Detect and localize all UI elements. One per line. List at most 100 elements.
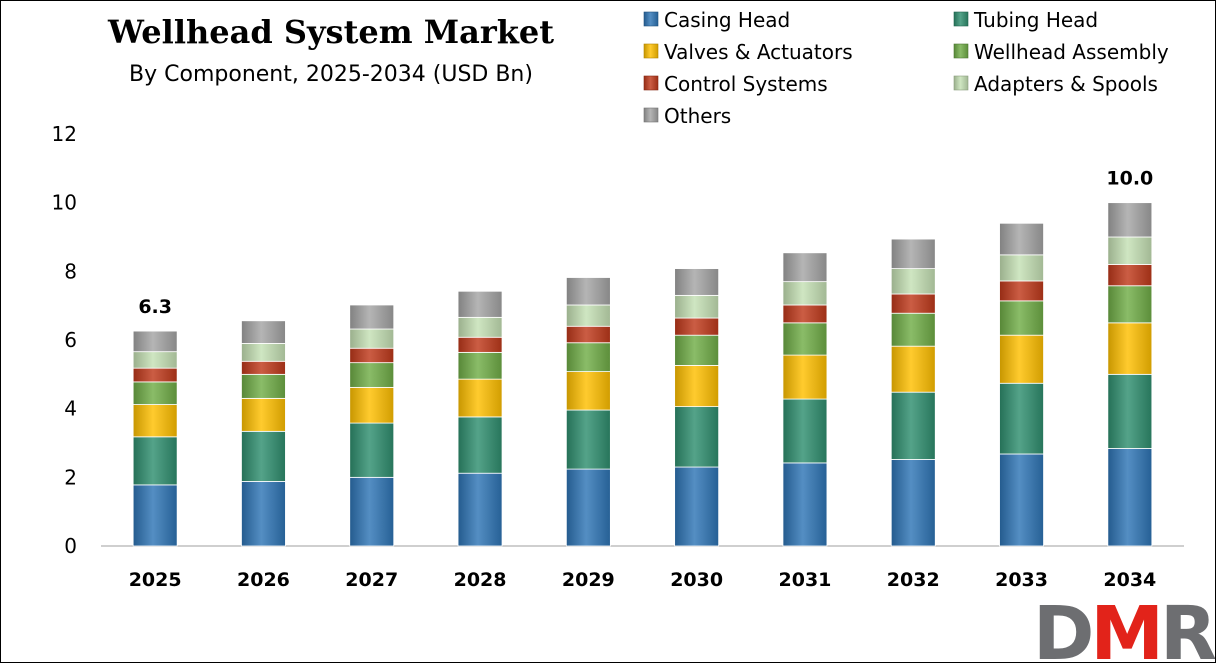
x-category-label: 2031 (779, 569, 832, 591)
y-tick-label: 12 (52, 122, 77, 146)
chart-subtitle: By Component, 2025-2034 (USD Bn) (129, 62, 533, 87)
bar-segment (782, 462, 828, 547)
bar-segment (999, 280, 1044, 302)
legend-label: Adapters & Spools (974, 72, 1158, 96)
y-tick-label: 4 (64, 397, 77, 421)
bar-segment (565, 277, 611, 306)
x-category-label: 2027 (345, 569, 398, 591)
y-tick-label: 0 (64, 534, 77, 558)
bar-segment (890, 391, 936, 460)
bar-segment (241, 430, 286, 482)
bar-segment (132, 330, 178, 353)
dmr-logo: DMR (1033, 591, 1215, 662)
bar-segment (349, 362, 395, 388)
bar-segment (999, 222, 1044, 256)
bar-segment (890, 238, 936, 269)
bar-segment (782, 281, 828, 306)
legend-swatch (953, 11, 969, 27)
legend-swatch (643, 75, 659, 91)
bar-segment (132, 484, 178, 547)
bar-segment (241, 343, 286, 362)
bar-segment (1107, 322, 1153, 375)
y-tick-label: 2 (64, 465, 77, 489)
bar-segment (782, 304, 828, 324)
bar-segment (999, 453, 1044, 547)
bar-segment (457, 336, 503, 353)
bar-segment (674, 268, 720, 296)
bar-segment (674, 466, 720, 547)
y-tick-label: 6 (64, 328, 77, 352)
bar-segment (999, 334, 1044, 384)
x-category-label: 2030 (670, 569, 723, 591)
bar-segment (1107, 373, 1153, 449)
bar-segment (890, 268, 936, 295)
x-category-label: 2034 (1103, 569, 1156, 591)
bar-segment (457, 472, 503, 547)
legend-label: Valves & Actuators (664, 40, 853, 64)
bar-segment (890, 293, 936, 314)
bar-segment (241, 397, 286, 432)
bar-segment (1107, 264, 1153, 287)
legend-label: Control Systems (664, 72, 828, 96)
bar-segment (457, 378, 503, 418)
bar-segment (782, 354, 828, 400)
bar-segment (890, 312, 936, 347)
legend-label: Tubing Head (973, 8, 1098, 32)
bar-segment (241, 481, 286, 547)
x-category-label: 2025 (129, 569, 182, 591)
bar-segment (999, 382, 1044, 455)
total-labels: 6.3 10.0 (138, 168, 1153, 318)
bar-segment (457, 316, 503, 338)
legend-swatch (643, 11, 659, 27)
bar-segment (1107, 202, 1153, 238)
y-tick-label: 10 (52, 191, 77, 215)
bar-segment (1107, 236, 1153, 265)
bar-segment (457, 290, 503, 318)
x-category-label: 2026 (237, 569, 290, 591)
legend-swatch (643, 107, 659, 123)
total-data-label: 10.0 (1106, 168, 1153, 190)
bar-segment (349, 328, 395, 349)
bar-segment (674, 365, 720, 408)
legend-swatch (953, 43, 969, 59)
x-category-label: 2033 (995, 569, 1048, 591)
bar-segment (1107, 448, 1153, 547)
bar-segment (782, 398, 828, 464)
y-axis-ticks: 0 2 4 6 8 10 12 (52, 122, 77, 558)
bar-segment (457, 351, 503, 380)
bar-segment (674, 294, 720, 319)
bar-segment (565, 468, 611, 547)
total-data-label: 6.3 (138, 296, 172, 318)
bar-segment (999, 254, 1044, 282)
legend-swatch (953, 75, 969, 91)
x-axis-categories: 2025 2026 2027 2028 2029 2030 2031 2032 2033 2034 (129, 569, 1157, 591)
chart-title: Wellhead System Market (107, 13, 554, 51)
x-category-label: 2029 (562, 569, 615, 591)
bar-segment (782, 252, 828, 283)
bar-segment (132, 381, 178, 405)
bar-segment (1107, 285, 1153, 324)
bar-segment (132, 404, 178, 438)
bar-segment (132, 436, 178, 486)
bar-segment (241, 320, 286, 344)
bar-segment (565, 325, 611, 344)
dmr-logo-text: DMR (1033, 591, 1215, 662)
x-category-label: 2028 (454, 569, 507, 591)
bar-segment (999, 300, 1044, 336)
legend-swatch (643, 43, 659, 59)
bar-segment (565, 409, 611, 470)
bar-segment (132, 351, 178, 369)
y-tick-label: 8 (64, 259, 77, 283)
bar-segment (782, 322, 828, 356)
bar-segment (890, 345, 936, 393)
bar-segment (349, 347, 395, 364)
legend: Casing Head Tubing Head Valves & Actuators… (643, 8, 1169, 128)
bar-segment (674, 334, 720, 366)
x-category-label: 2032 (887, 569, 940, 591)
bar-segment (241, 360, 286, 375)
bar-segment (349, 386, 395, 424)
legend-label: Casing Head (664, 8, 790, 32)
bar-segment (457, 416, 503, 474)
